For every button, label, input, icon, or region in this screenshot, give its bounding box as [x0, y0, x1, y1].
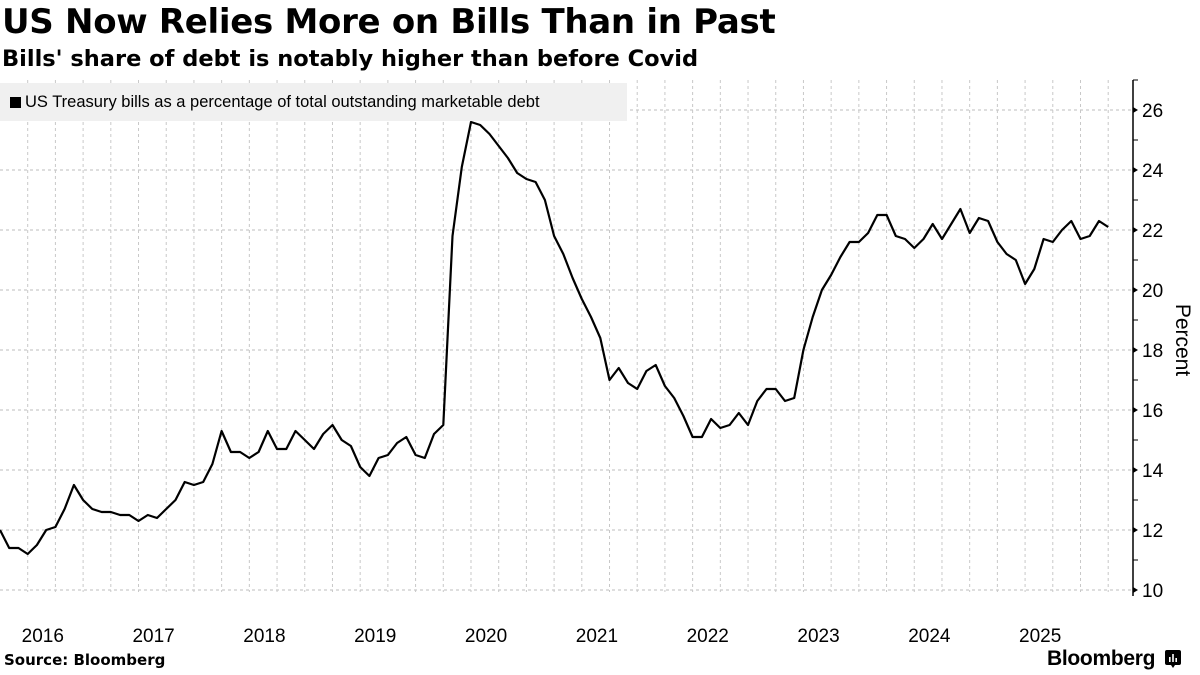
y-tick-label: 16: [1142, 401, 1163, 422]
y-major-tick: [1133, 167, 1138, 173]
bloomberg-chart-icon: [1165, 650, 1182, 668]
bloomberg-logo: Bloomberg: [1047, 647, 1182, 671]
series-layer: [0, 120, 1109, 556]
y-major-tick: [1133, 467, 1138, 473]
y-major-tick: [1133, 527, 1138, 533]
y-tick-label: 14: [1142, 461, 1164, 482]
chart-subtitle: Bills' share of debt is notably higher t…: [2, 46, 699, 72]
y-tick-label: 26: [1142, 101, 1163, 122]
y-major-tick: [1133, 107, 1138, 113]
x-tick-label: 2016: [22, 626, 64, 647]
legend: US Treasury bills as a percentage of tot…: [0, 83, 627, 121]
chart-title: US Now Relies More on Bills Than in Past: [2, 2, 776, 42]
y-tick-label: 24: [1142, 161, 1164, 182]
x-tick-label: 2024: [908, 626, 951, 647]
y-major-tick: [1133, 347, 1138, 353]
source-note: Source: Bloomberg: [4, 651, 166, 669]
y-tick-label: 12: [1142, 521, 1163, 542]
y-major-tick: [1133, 287, 1138, 293]
x-tick-label: 2023: [797, 626, 839, 647]
x-tick-label: 2021: [576, 626, 618, 647]
x-tick-label: 2018: [243, 626, 285, 647]
x-tick-label: 2017: [132, 626, 174, 647]
gridlines: [0, 80, 1133, 592]
y-major-tick: [1133, 587, 1138, 593]
x-axis: 2016 2017 2018 2019 2020 2021 2022 2023 2024 2025: [22, 626, 1062, 647]
x-tick-label: 2019: [354, 626, 396, 647]
x-tick-label: 2025: [1019, 626, 1061, 647]
x-tick-label: 2022: [687, 626, 729, 647]
y-tick-label: 18: [1142, 341, 1163, 362]
y-major-tick: [1133, 227, 1138, 233]
y-tick-label: 10: [1142, 581, 1163, 602]
brand-name: Bloomberg: [1047, 647, 1156, 670]
legend-label: US Treasury bills as a percentage of tot…: [25, 92, 540, 111]
y-tick-label: 20: [1142, 281, 1163, 302]
y-axis: 10 12 14 16 18 20 22 24 26: [1132, 79, 1164, 602]
y-axis-label: Percent: [1171, 304, 1194, 377]
x-tick-label: 2020: [465, 626, 507, 647]
legend-swatch: [10, 96, 21, 108]
y-tick-label: 22: [1142, 221, 1163, 242]
y-major-tick: [1133, 407, 1138, 413]
